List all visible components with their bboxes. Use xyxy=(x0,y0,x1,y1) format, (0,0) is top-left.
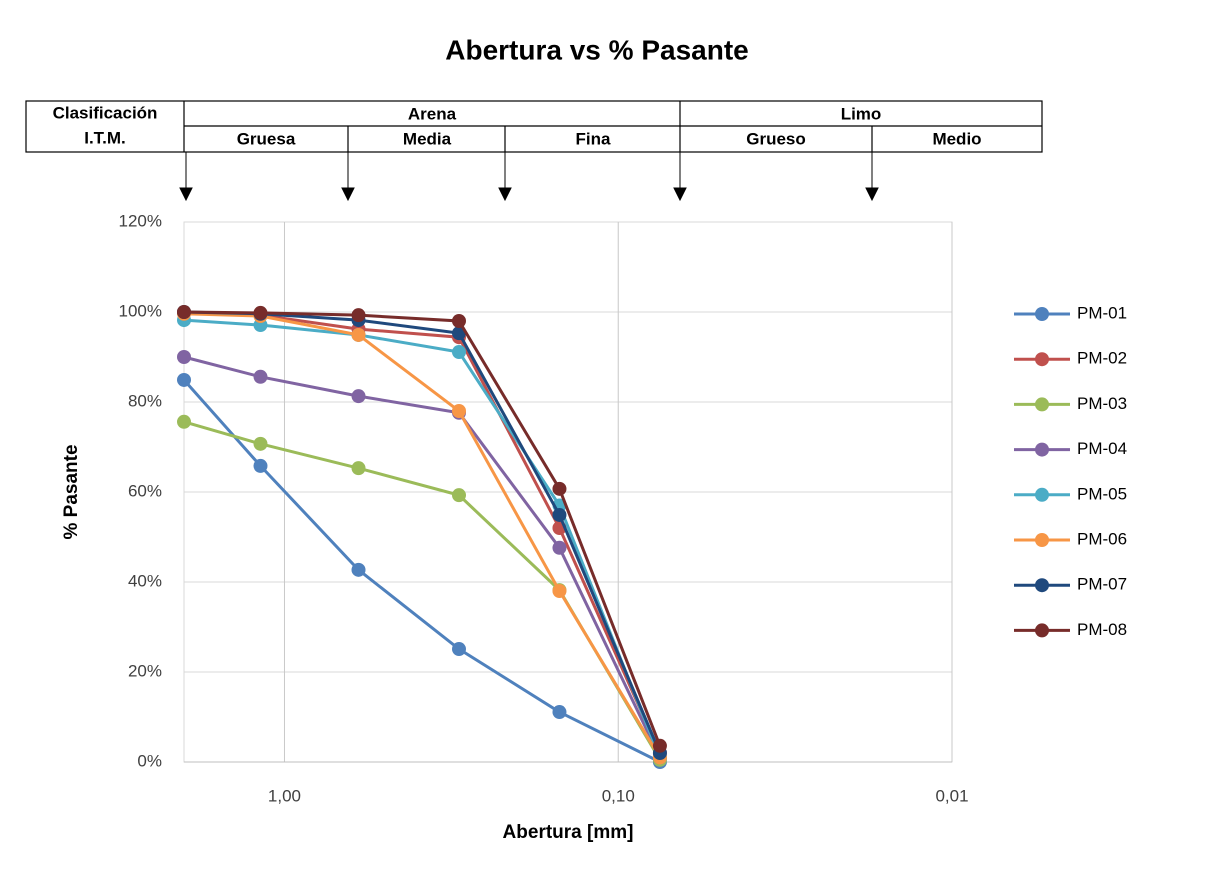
legend-marker xyxy=(1035,623,1049,638)
y-tick-label: 60% xyxy=(128,481,162,500)
data-point xyxy=(351,327,366,342)
y-tick-label: 100% xyxy=(119,301,162,320)
legend-label: PM-02 xyxy=(1077,349,1127,368)
legend-marker xyxy=(1035,578,1049,593)
series-line xyxy=(183,312,662,759)
series-line xyxy=(183,355,662,759)
data-point xyxy=(351,562,366,577)
legend-marker xyxy=(1035,442,1049,457)
data-point xyxy=(552,705,567,720)
y-tick-label: 40% xyxy=(128,571,162,590)
table-sub: Media xyxy=(403,129,452,148)
data-point xyxy=(552,481,567,496)
y-tick-label: 0% xyxy=(137,751,162,770)
legend-marker xyxy=(1035,397,1049,412)
data-point xyxy=(652,738,667,753)
data-point xyxy=(552,584,567,598)
data-point xyxy=(177,305,191,319)
table-sub: Fina xyxy=(576,129,611,148)
table-label: Clasificación xyxy=(53,103,158,122)
y-tick-label: 120% xyxy=(119,211,162,230)
series-line xyxy=(183,318,662,759)
data-point xyxy=(177,372,191,387)
series-line xyxy=(183,310,662,747)
y-tick-label: 80% xyxy=(128,391,162,410)
legend-label: PM-03 xyxy=(1077,394,1127,413)
data-point xyxy=(552,507,567,522)
data-point xyxy=(451,404,466,418)
legend-label: PM-05 xyxy=(1077,484,1127,503)
legend-marker xyxy=(1035,533,1049,547)
legend-marker xyxy=(1035,307,1049,321)
table-sub: Gruesa xyxy=(237,129,296,148)
y-tick-label: 20% xyxy=(128,661,162,680)
legend-label: PM-08 xyxy=(1077,620,1127,639)
x-tick-label: 1,00 xyxy=(268,786,301,805)
legend-label: PM-04 xyxy=(1077,439,1127,458)
data-point xyxy=(351,308,366,323)
table-label: I.T.M. xyxy=(84,128,126,147)
data-point xyxy=(177,350,191,364)
table-group: Limo xyxy=(841,104,882,123)
chart-title: Abertura vs % Pasante xyxy=(445,34,748,65)
legend-label: PM-07 xyxy=(1077,575,1127,594)
legend-label: PM-01 xyxy=(1077,303,1127,322)
table-group: Arena xyxy=(408,104,457,123)
legend-label: PM-06 xyxy=(1077,529,1127,548)
data-point xyxy=(253,458,268,473)
legend-marker xyxy=(1035,352,1049,367)
x-tick-label: 0,10 xyxy=(602,786,635,805)
x-tick-label: 0,01 xyxy=(935,786,968,805)
data-point xyxy=(177,414,191,429)
data-point xyxy=(451,314,466,328)
y-axis-label: % Pasante xyxy=(61,444,82,539)
data-point xyxy=(253,369,268,384)
data-point xyxy=(351,461,366,476)
data-point xyxy=(253,436,268,451)
arrows xyxy=(179,152,879,202)
x-axis-label: Abertura [mm] xyxy=(503,822,634,843)
classification-table xyxy=(25,100,1043,153)
data-point xyxy=(451,345,466,360)
data-point xyxy=(552,540,567,555)
series-line xyxy=(182,378,661,764)
data-point xyxy=(351,389,366,404)
data-point xyxy=(451,642,466,657)
legend-marker xyxy=(1035,487,1049,502)
data-point xyxy=(253,305,268,320)
data-point xyxy=(451,488,466,503)
table-sub: Grueso xyxy=(746,129,806,148)
table-sub: Medio xyxy=(932,129,981,148)
